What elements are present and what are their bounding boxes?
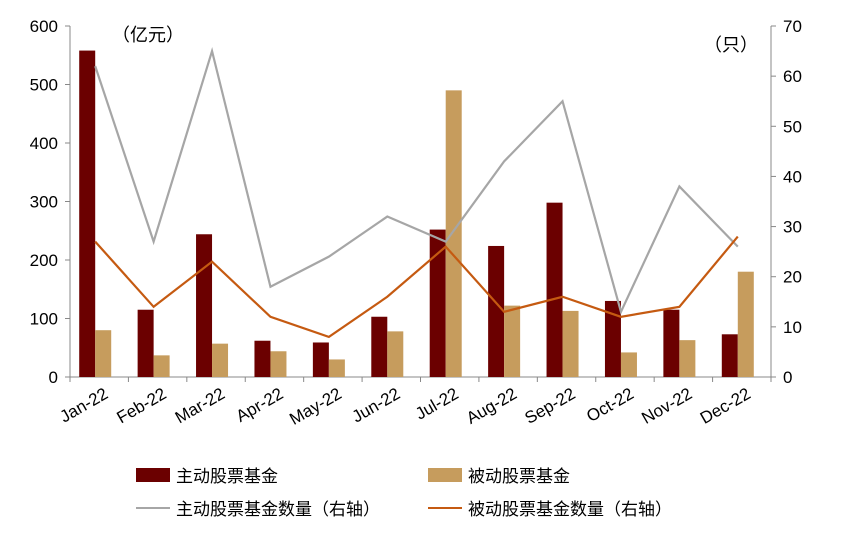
bar-active-fund xyxy=(429,229,446,377)
x-tick-label: Nov-22 xyxy=(638,384,695,428)
x-tick-label: Jul-22 xyxy=(412,384,462,424)
legend-label-active-fund: 主动股票基金 xyxy=(176,467,278,487)
right-tick-label: 60 xyxy=(783,67,802,86)
bars xyxy=(79,50,754,377)
bar-active-fund xyxy=(488,245,505,377)
legend-item-passive-count: 被动股票基金数量（右轴） xyxy=(428,495,672,520)
x-tick-label: Jan-22 xyxy=(57,384,112,426)
x-tick-label: Oct-22 xyxy=(583,384,637,426)
legend-label-passive-count: 被动股票基金数量（右轴） xyxy=(468,500,672,520)
left-tick-label: 600 xyxy=(30,17,58,36)
legend-swatch-active-count xyxy=(136,506,170,509)
legend-swatch-passive-fund xyxy=(428,467,462,482)
x-tick-label: Jun-22 xyxy=(349,384,404,426)
right-tick-label: 40 xyxy=(783,167,802,186)
left-tick-label: 500 xyxy=(30,76,58,95)
x-tick-label: May-22 xyxy=(286,384,345,429)
legend-item-active-fund: 主动股票基金 xyxy=(136,462,278,487)
left-axis-unit: （亿元） xyxy=(112,25,184,46)
legend-swatch-active-fund xyxy=(136,467,170,482)
bar-passive-fund xyxy=(270,351,287,377)
x-tick-label: Sep-22 xyxy=(522,384,579,428)
legend-label-active-count: 主动股票基金数量（右轴） xyxy=(176,500,380,520)
left-tick-label: 300 xyxy=(30,193,58,212)
bar-passive-fund xyxy=(737,271,754,377)
bar-active-fund xyxy=(371,316,388,377)
right-tick-label: 30 xyxy=(783,218,802,237)
bar-passive-fund xyxy=(445,90,462,377)
bar-passive-fund xyxy=(679,340,696,377)
bar-active-fund xyxy=(196,234,213,377)
left-tick-label: 400 xyxy=(30,134,58,153)
bar-passive-fund xyxy=(95,330,112,377)
bar-active-fund xyxy=(312,342,329,377)
legend-item-passive-fund: 被动股票基金 xyxy=(428,462,570,487)
bar-active-fund xyxy=(79,50,96,377)
bar-passive-fund xyxy=(620,352,637,377)
line-active-count xyxy=(94,46,739,315)
bar-passive-fund xyxy=(153,355,170,377)
bar-active-fund xyxy=(137,309,154,377)
bar-passive-fund xyxy=(387,331,404,377)
x-tick-label: Aug-22 xyxy=(463,384,520,428)
left-tick-label: 100 xyxy=(30,310,58,329)
line-passive-count xyxy=(94,235,739,339)
bar-passive-fund xyxy=(504,305,521,377)
right-tick-label: 50 xyxy=(783,117,802,136)
bar-passive-fund xyxy=(562,310,579,377)
left-tick-label: 0 xyxy=(49,368,58,387)
left-tick-label: 200 xyxy=(30,251,58,270)
legend-item-active-count: 主动股票基金数量（右轴） xyxy=(136,495,380,520)
bar-active-fund xyxy=(604,300,621,377)
right-tick-label: 0 xyxy=(783,368,792,387)
bar-active-fund xyxy=(721,334,738,377)
bar-active-fund xyxy=(546,202,563,377)
right-tick-label: 10 xyxy=(783,318,802,337)
x-tick-label: Mar-22 xyxy=(172,384,228,427)
bar-active-fund xyxy=(254,340,271,377)
bar-passive-fund xyxy=(328,359,345,377)
bar-active-fund xyxy=(663,309,680,377)
legend-swatch-passive-count xyxy=(428,506,462,509)
lines xyxy=(94,46,739,339)
x-tick-label: Apr-22 xyxy=(233,384,287,426)
bar-passive-fund xyxy=(212,343,229,377)
right-tick-label: 70 xyxy=(783,17,802,36)
x-tick-label: Feb-22 xyxy=(113,384,169,427)
x-tick-label: Dec-22 xyxy=(697,384,754,428)
legend-label-passive-fund: 被动股票基金 xyxy=(468,467,570,487)
right-axis-unit: （只） xyxy=(704,35,758,56)
axes xyxy=(65,25,776,382)
right-tick-label: 20 xyxy=(783,268,802,287)
